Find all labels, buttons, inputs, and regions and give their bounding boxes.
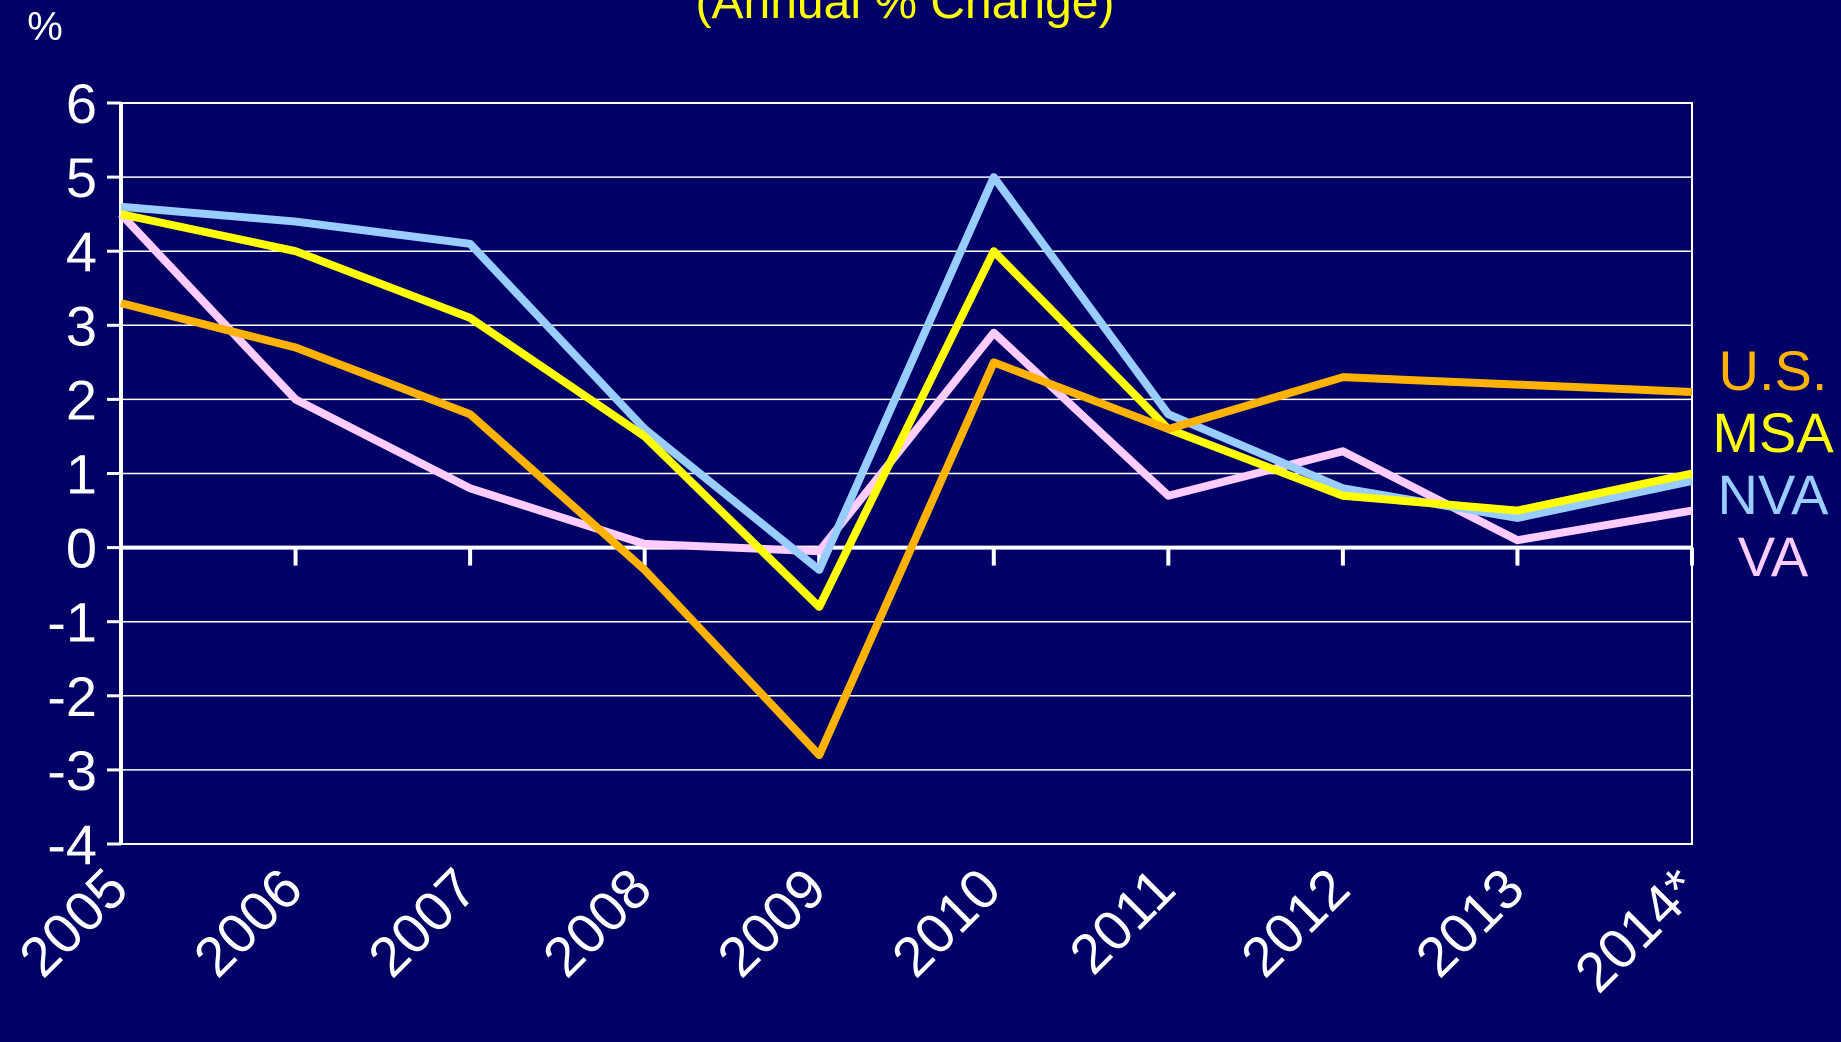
legend-label: U.S.: [1719, 339, 1828, 402]
y-tick-label: 4: [66, 220, 97, 283]
y-tick-label: 0: [66, 517, 97, 580]
series-line: [120, 299, 1693, 760]
series-line: [120, 210, 1693, 611]
legend-label: VA: [1738, 525, 1809, 588]
y-tick-label: -2: [47, 665, 97, 728]
y-tick-label: 5: [66, 146, 97, 209]
y-tick-label: 6: [66, 72, 97, 135]
series-line: [118, 211, 1693, 556]
y-tick-label: 3: [66, 294, 97, 357]
legend-label: NVA: [1718, 463, 1830, 526]
y-tick-label: -4: [47, 813, 97, 876]
y-tick-label: -1: [47, 591, 97, 654]
y-tick-label: -3: [47, 739, 97, 802]
chart-subtitle: (Annual % Change): [696, 0, 1115, 29]
legend-label: MSA: [1712, 401, 1834, 464]
y-tick-label: 2: [66, 368, 97, 431]
y-tick-label: 1: [66, 443, 97, 506]
y-axis-label: %: [27, 5, 63, 49]
